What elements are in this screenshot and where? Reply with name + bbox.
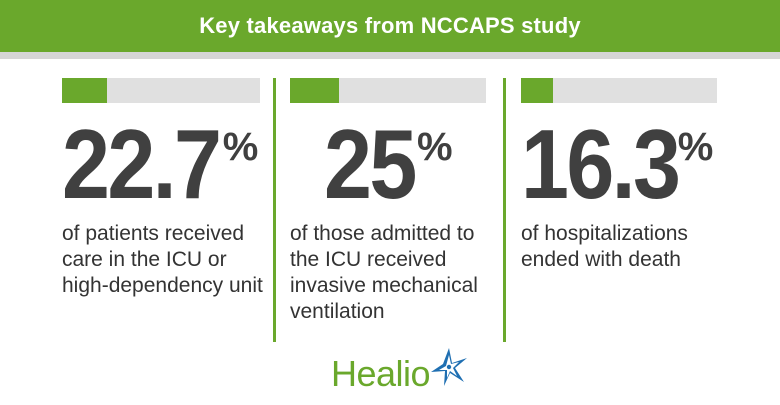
header-divider — [0, 52, 780, 59]
healio-logo: Healio — [331, 348, 471, 396]
header-banner: Key takeaways from NCCAPS study — [0, 0, 780, 52]
stat-figure: 25 % — [290, 109, 495, 219]
stat-description: of hospitalizations ended with death — [521, 222, 688, 271]
stat-progress-fill — [62, 78, 107, 103]
stat-progress-bar — [290, 78, 486, 103]
stat-figure: 16.3 % — [521, 109, 726, 219]
stat-progress-fill — [521, 78, 553, 103]
page-title: Key takeaways from NCCAPS study — [199, 13, 581, 38]
stat-column-2: 25 % of those admitted to the ICU receiv… — [290, 78, 495, 325]
stat-value: 22.7 — [62, 109, 222, 219]
stat-progress-bar — [521, 78, 717, 103]
stat-value: 25 — [324, 109, 417, 219]
star-burst-icon — [431, 348, 467, 386]
stat-unit: % — [417, 125, 453, 169]
stat-progress-fill — [290, 78, 339, 103]
stat-description: of those admitted to the ICU received in… — [290, 222, 478, 323]
stat-description: of patients received care in the ICU or … — [62, 222, 263, 297]
stat-column-1: 22.7 % of patients received care in the … — [62, 78, 267, 299]
stat-value: 16.3 — [521, 109, 681, 219]
stat-column-3: 16.3 % of hospitalizations ended with de… — [521, 78, 726, 273]
stat-figure: 22.7 % — [62, 109, 267, 219]
stat-progress-bar — [62, 78, 260, 103]
column-divider — [273, 78, 276, 342]
column-divider — [503, 78, 506, 342]
stat-unit: % — [677, 125, 714, 169]
stat-unit: % — [222, 125, 259, 169]
logo-text: Healio — [331, 353, 431, 394]
